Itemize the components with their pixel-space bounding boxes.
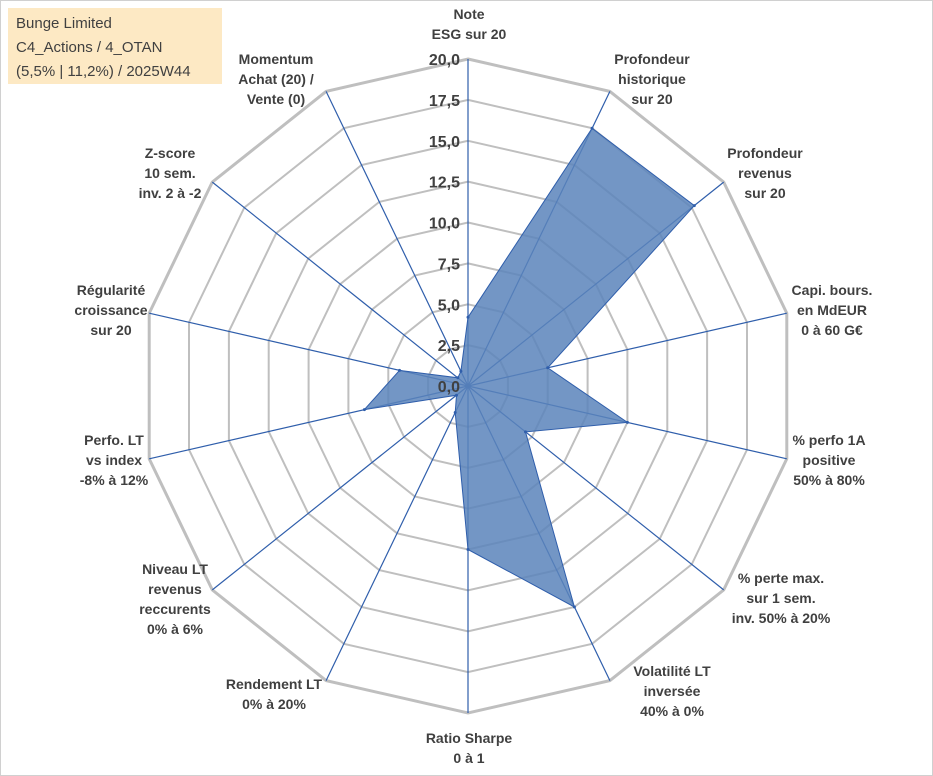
axis-label-8: Ratio Sharpe 0 à 1 [426, 730, 513, 766]
axis-label-3: Profondeur revenus sur 20 [727, 145, 803, 201]
axis-spoke-9 [325, 385, 469, 681]
tick-label: 7,5 [438, 256, 460, 273]
axis-spoke-10 [211, 385, 469, 591]
info-box: Bunge Limited C4_Actions / 4_OTAN (5,5% … [8, 8, 222, 84]
data-point-3 [692, 204, 696, 208]
data-point-7 [572, 605, 576, 609]
data-point-14 [459, 369, 463, 373]
axis-label-12: Régularité croissance sur 20 [74, 282, 147, 338]
tick-label: 12,5 [429, 175, 460, 192]
tick-label: 20,0 [429, 52, 460, 69]
company-name: Bunge Limited [16, 15, 112, 32]
axis-spoke-13 [211, 181, 469, 387]
axis-label-7: Volatilité LT inversée 40% à 0% [633, 663, 711, 719]
data-point-11 [362, 408, 366, 412]
tick-label: 15,0 [429, 134, 460, 151]
series [362, 126, 696, 609]
tick-labels: 0,0 2,5 5,0 7,5 10,0 12,5 15,0 17,5 20,0 [429, 52, 460, 396]
data-point-12 [398, 368, 401, 372]
axis-label-6: % perte max. sur 1 sem. inv. 50% à 20% [732, 570, 831, 626]
data-point-2 [590, 126, 594, 130]
axis-label-9: Rendement LT 0% à 20% [226, 676, 323, 712]
tick-label: 17,5 [429, 93, 460, 110]
axis-spoke-14 [325, 91, 469, 387]
axis-label-4: Capi. bours. en MdEUR 0 à 60 G€ [792, 282, 873, 338]
axis-label-1: Note ESG sur 20 [432, 6, 507, 42]
axis-label-10: Niveau LT revenus reccurents 0% à 6% [139, 561, 211, 637]
axis-labels: Note ESG sur 20 Profondeur historique sur 20… [74, 6, 872, 766]
data-point-13 [456, 376, 460, 380]
data-point-8 [466, 548, 470, 551]
axis-label-11: Perfo. LT vs index -8% à 12% [80, 432, 149, 488]
axis-label-2: Profondeur historique sur 20 [614, 51, 690, 107]
data-series-area [363, 127, 696, 608]
data-point-4 [546, 366, 550, 370]
tick-label: 10,0 [429, 216, 460, 233]
axis-label-13: Z-score 10 sem. inv. 2 à -2 [139, 145, 202, 201]
data-point-1 [466, 315, 470, 319]
data-point-5 [625, 420, 629, 424]
axis-label-5: % perfo 1A positive 50% à 80% [792, 432, 865, 488]
performance-week: (5,5% | 11,2%) / 2025W44 [16, 63, 191, 80]
data-point-6 [524, 430, 527, 434]
tick-label: 0,0 [438, 379, 460, 396]
tick-label: 2,5 [438, 338, 460, 355]
axis-label-14: Momentum Achat (20) / Vente (0) [238, 51, 314, 107]
data-point-10 [455, 393, 458, 397]
data-point-9 [453, 411, 457, 414]
category-path: C4_Actions / 4_OTAN [16, 39, 163, 56]
tick-label: 5,0 [438, 297, 460, 314]
